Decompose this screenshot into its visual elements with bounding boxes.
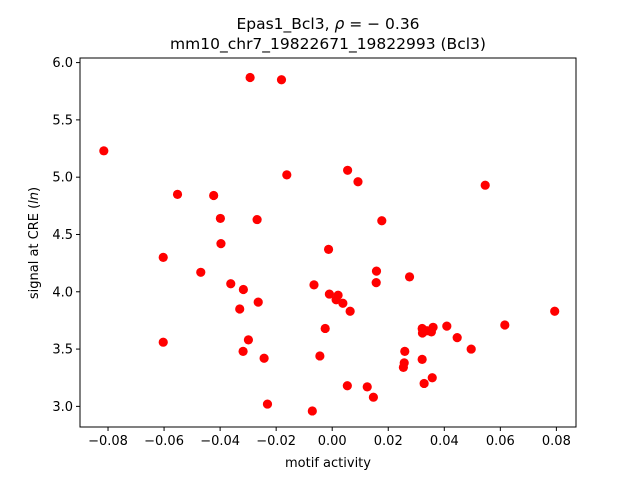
x-axis-label: motif activity <box>285 456 371 471</box>
scatter-point <box>480 180 490 190</box>
data-points <box>99 72 560 416</box>
x-tick-label: 0.02 <box>374 434 403 449</box>
scatter-point <box>99 146 109 156</box>
scatter-point <box>419 378 429 389</box>
scatter-point <box>417 354 427 364</box>
scatter-point <box>245 72 255 83</box>
x-tick-label: 0.00 <box>318 434 347 449</box>
scatter-point <box>427 373 437 383</box>
scatter-point <box>282 170 292 180</box>
scatter-point <box>452 333 462 343</box>
scatter-point <box>158 337 168 347</box>
scatter-point <box>371 278 381 288</box>
scatter-point <box>466 344 476 354</box>
scatter-point <box>353 177 363 187</box>
y-tick-label: 4.0 <box>52 285 73 300</box>
x-tick-label: 0.04 <box>430 434 459 449</box>
scatter-point <box>371 266 382 276</box>
chart-title-line2: mm10_chr7_19822671_19822993 (Bcl3) <box>170 35 486 54</box>
scatter-point <box>238 346 248 356</box>
scatter-point <box>398 362 408 373</box>
plot-area <box>79 57 577 428</box>
scatter-point <box>158 252 168 262</box>
y-axis-ticks: 3.0 3.5 4.0 4.5 5.0 5.5 6.0 <box>52 56 80 415</box>
x-tick-label: −0.04 <box>200 434 240 449</box>
x-tick-label: −0.08 <box>88 434 128 449</box>
scatter-point <box>253 297 263 307</box>
scatter-point <box>550 306 560 316</box>
scatter-point <box>426 327 437 337</box>
scatter-point <box>307 406 317 416</box>
y-tick-label: 5.5 <box>52 113 73 128</box>
scatter-point <box>252 214 262 225</box>
scatter-point <box>368 392 378 402</box>
scatter-point <box>320 323 330 334</box>
scatter-point <box>309 280 319 290</box>
scatter-point <box>259 353 269 363</box>
scatter-point <box>196 267 206 277</box>
x-tick-label: −0.06 <box>144 434 184 449</box>
scatter-point <box>345 306 355 316</box>
scatter-point <box>400 346 410 356</box>
scatter-point <box>342 381 352 391</box>
scatter-point <box>417 328 428 338</box>
scatter-point <box>226 279 236 289</box>
scatter-point <box>215 213 225 224</box>
scatter-point <box>262 399 273 409</box>
scatter-point <box>442 321 452 331</box>
scatter-point <box>362 382 372 392</box>
scatter-point <box>500 320 510 330</box>
scatter-point <box>238 284 248 295</box>
scatter-point <box>172 189 183 199</box>
scatter-point <box>243 335 254 345</box>
y-tick-label: 5.0 <box>52 171 73 186</box>
scatter-point <box>324 289 335 299</box>
scatter-point <box>209 190 219 201</box>
scatter-point <box>377 216 387 226</box>
x-tick-label: −0.02 <box>256 434 296 449</box>
y-tick-label: 3.0 <box>52 400 73 415</box>
scatter-point <box>216 239 226 249</box>
scatter-point <box>235 304 245 314</box>
x-tick-label: 0.06 <box>486 434 515 449</box>
scatter-point <box>276 75 287 85</box>
scatter-point <box>404 272 415 282</box>
x-axis-ticks: −0.08 −0.06 −0.04 −0.02 0.00 0.02 0.04 0.06 0.08 <box>88 427 571 449</box>
scatter-point <box>343 165 353 175</box>
scatter-point <box>323 244 334 254</box>
y-axis-label: signal at CRE (ln) <box>27 187 42 299</box>
y-tick-label: 6.0 <box>52 56 73 71</box>
scatter-point <box>338 298 348 308</box>
x-tick-label: 0.08 <box>542 434 571 449</box>
scatter-point <box>315 351 325 361</box>
y-tick-label: 4.5 <box>52 228 73 243</box>
y-tick-label: 3.5 <box>52 343 73 358</box>
chart-title-line1: Epas1_Bcl3, ρ = − 0.36 <box>236 15 419 34</box>
